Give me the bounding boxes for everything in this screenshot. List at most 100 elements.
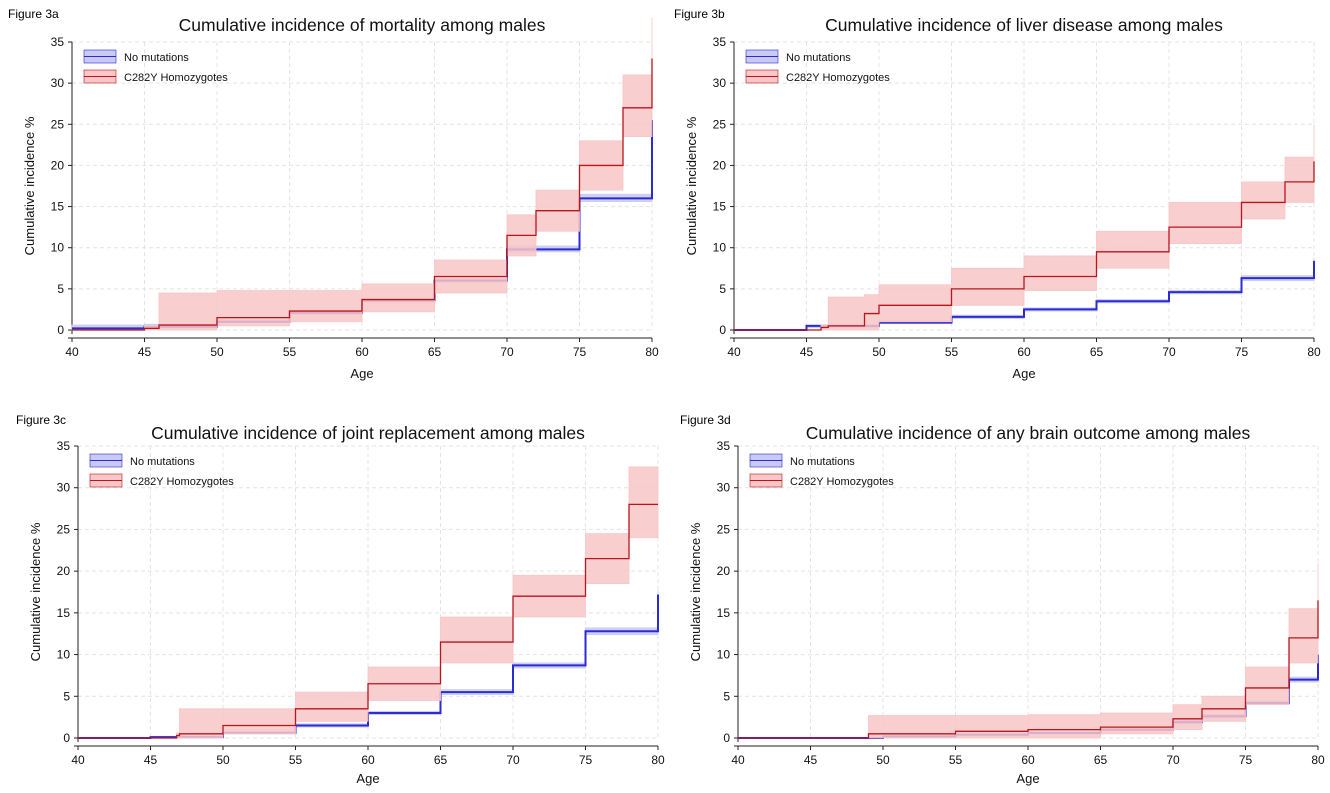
x-tick-label: 70 — [500, 345, 514, 359]
legend-label-no-mutations: No mutations — [790, 456, 855, 468]
chart-title: Cumulative incidence of any brain outcom… — [806, 423, 1251, 443]
y-tick-label: 5 — [719, 282, 726, 296]
y-tick-label: 30 — [57, 481, 71, 495]
y-tick-label: 35 — [717, 439, 731, 453]
y-tick-label: 30 — [713, 76, 727, 90]
y-tick-label: 35 — [57, 439, 71, 453]
y-tick-label: 15 — [51, 200, 65, 214]
legend-label-c282y-homozygotes: C282Y Homozygotes — [124, 72, 228, 84]
x-tick-label: 60 — [1021, 753, 1035, 767]
y-tick-label: 30 — [717, 481, 731, 495]
y-tick-label: 25 — [51, 117, 65, 131]
x-tick-label: 40 — [65, 345, 79, 359]
x-tick-label: 75 — [573, 345, 587, 359]
y-tick-label: 20 — [713, 158, 727, 172]
x-tick-label: 45 — [804, 753, 818, 767]
c282y-homozygotes-line — [738, 600, 1319, 739]
chart-panel-d: Figure 3d Cumulative incidence of any bra… — [680, 413, 1325, 786]
chart-panel-c: Figure 3c Cumulative incidence of joint r… — [16, 413, 665, 786]
x-tick-label: 55 — [949, 753, 963, 767]
panel-label: Figure 3b — [674, 7, 725, 21]
chart-panel-b: Figure 3b Cumulative incidence of liver d… — [674, 7, 1321, 381]
y-tick-label: 20 — [717, 564, 731, 578]
y-tick-label: 15 — [713, 200, 727, 214]
x-tick-label: 40 — [727, 345, 741, 359]
c282y-homozygotes-line — [72, 58, 653, 331]
x-tick-label: 55 — [945, 345, 959, 359]
c282y-homozygotes-line — [734, 161, 1315, 331]
x-axis-label: Age — [1016, 771, 1039, 786]
y-tick-label: 5 — [57, 282, 64, 296]
panel-label: Figure 3c — [16, 413, 66, 427]
y-tick-label: 35 — [713, 35, 727, 49]
x-tick-label: 70 — [1166, 753, 1180, 767]
x-tick-label: 60 — [361, 753, 375, 767]
y-tick-label: 0 — [57, 323, 64, 337]
y-axis-label: Cumulative incidence % — [684, 116, 699, 255]
y-tick-label: 25 — [57, 522, 71, 536]
panel-label: Figure 3d — [680, 413, 731, 427]
y-tick-label: 20 — [51, 158, 65, 172]
legend-label-c282y-homozygotes: C282Y Homozygotes — [130, 476, 234, 488]
x-tick-label: 40 — [71, 753, 85, 767]
x-tick-label: 45 — [800, 345, 814, 359]
y-tick-label: 20 — [57, 564, 71, 578]
x-tick-label: 60 — [355, 345, 369, 359]
y-tick-label: 25 — [717, 522, 731, 536]
y-tick-label: 35 — [51, 35, 65, 49]
y-tick-label: 0 — [63, 731, 70, 745]
x-tick-label: 50 — [216, 753, 230, 767]
y-tick-label: 25 — [713, 117, 727, 131]
y-tick-label: 0 — [719, 323, 726, 337]
x-tick-label: 75 — [579, 753, 593, 767]
x-tick-label: 50 — [210, 345, 224, 359]
x-tick-label: 50 — [872, 345, 886, 359]
x-tick-label: 55 — [283, 345, 297, 359]
x-tick-label: 65 — [1090, 345, 1104, 359]
x-axis-label: Age — [1012, 366, 1035, 381]
panel-label: Figure 3a — [8, 7, 59, 21]
chart-title: Cumulative incidence of joint replacemen… — [151, 423, 585, 443]
x-tick-label: 80 — [1307, 345, 1321, 359]
y-axis-label: Cumulative incidence % — [22, 116, 37, 255]
chart-title: Cumulative incidence of liver disease am… — [825, 15, 1223, 35]
legend-label-c282y-homozygotes: C282Y Homozygotes — [790, 476, 894, 488]
legend-label-no-mutations: No mutations — [786, 52, 851, 64]
c282y-homozygotes-ci-band — [738, 562, 1319, 739]
y-axis-label: Cumulative incidence % — [688, 522, 703, 661]
x-tick-label: 45 — [138, 345, 152, 359]
y-tick-label: 15 — [717, 606, 731, 620]
y-tick-label: 15 — [57, 606, 71, 620]
y-axis-label: Cumulative incidence % — [28, 522, 43, 661]
chart-panel-a: Figure 3a Cumulative incidence of mortali… — [8, 7, 659, 381]
legend-label-c282y-homozygotes: C282Y Homozygotes — [786, 72, 890, 84]
c282y-homozygotes-line — [78, 503, 658, 739]
y-tick-label: 10 — [51, 241, 65, 255]
y-tick-label: 30 — [51, 76, 65, 90]
x-tick-label: 65 — [1094, 753, 1108, 767]
y-tick-label: 5 — [63, 689, 70, 703]
y-tick-label: 0 — [723, 731, 730, 745]
chart-title: Cumulative incidence of mortality among … — [179, 15, 546, 35]
x-tick-label: 60 — [1017, 345, 1031, 359]
x-tick-label: 65 — [428, 345, 442, 359]
x-tick-label: 80 — [645, 345, 659, 359]
x-tick-label: 50 — [876, 753, 890, 767]
x-tick-label: 70 — [506, 753, 520, 767]
x-axis-label: Age — [356, 771, 379, 786]
legend-label-no-mutations: No mutations — [130, 456, 195, 468]
x-tick-label: 40 — [731, 753, 745, 767]
y-tick-label: 5 — [723, 689, 730, 703]
y-tick-label: 10 — [717, 648, 731, 662]
x-tick-label: 80 — [1311, 753, 1325, 767]
x-tick-label: 70 — [1162, 345, 1176, 359]
x-tick-label: 80 — [651, 753, 665, 767]
y-tick-label: 10 — [713, 241, 727, 255]
legend-label-no-mutations: No mutations — [124, 52, 189, 64]
x-tick-label: 75 — [1235, 345, 1249, 359]
y-tick-label: 10 — [57, 648, 71, 662]
x-tick-label: 45 — [144, 753, 158, 767]
x-tick-label: 65 — [434, 753, 448, 767]
